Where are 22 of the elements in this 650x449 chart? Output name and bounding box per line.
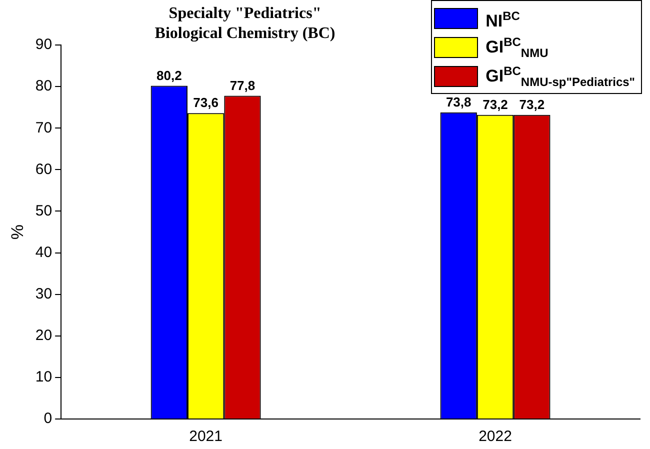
data-label: 80,2	[156, 68, 182, 83]
y-tick-label: 0	[44, 410, 52, 428]
chart-subtitle: Biological Chemistry (BC)	[154, 24, 336, 44]
x-tick-label: 2022	[478, 428, 512, 446]
y-axis-title: %	[8, 224, 27, 240]
data-label: 73,2	[482, 96, 508, 112]
data-label: 73,6	[193, 95, 218, 110]
data-label: 77,8	[230, 78, 256, 93]
y-tick-label: 60	[35, 160, 52, 178]
x-tick-label: 2021	[189, 428, 222, 446]
y-tick-label: 20	[35, 327, 52, 344]
y-tick-label: 30	[35, 285, 52, 302]
data-label: 73,2	[519, 96, 545, 112]
y-tick-label: 90	[35, 36, 52, 54]
y-tick-label: 70	[35, 119, 52, 136]
y-tick-label: 50	[35, 202, 52, 220]
y-tick-label: 10	[35, 368, 52, 386]
chart-title: Specialty "Pediatrics"	[168, 4, 322, 24]
y-tick-label: 80	[35, 78, 52, 95]
legend-label: NI$^{BC}$	[486, 8, 520, 30]
data-label: 73,8	[446, 94, 472, 110]
y-tick-label: 40	[35, 244, 52, 261]
